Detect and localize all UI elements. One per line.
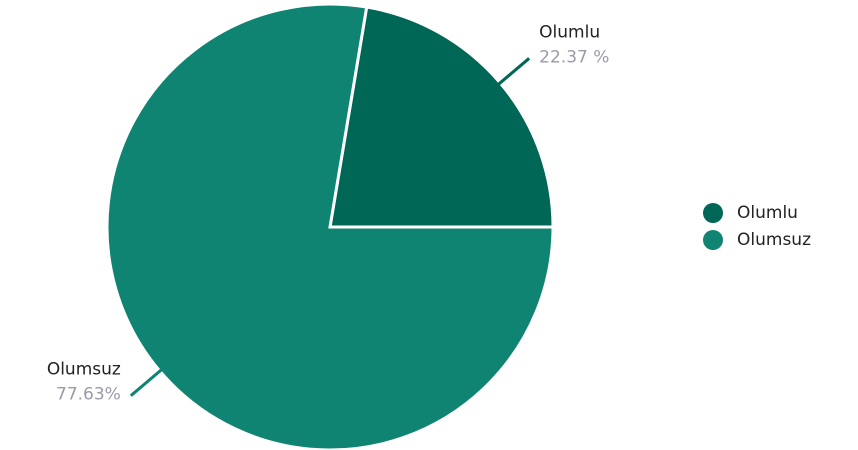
legend-label: Olumsuz — [737, 230, 811, 250]
slice-value: 77.63% — [56, 385, 121, 405]
slice-label: Olumsuz — [47, 360, 121, 380]
legend-swatch — [703, 230, 723, 250]
leader-line — [129, 368, 164, 397]
legend-label: Olumlu — [737, 203, 798, 223]
pie-slice — [328, 5, 555, 229]
leader-line — [496, 57, 531, 86]
legend-swatch — [703, 203, 723, 223]
slice-label: Olumlu — [539, 22, 600, 42]
slice-value: 22.37 % — [539, 47, 609, 67]
